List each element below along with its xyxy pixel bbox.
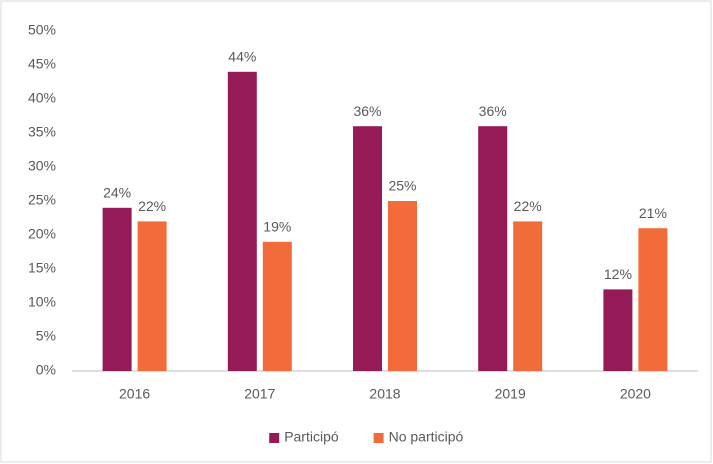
- x-tick-label: 2018: [369, 386, 400, 402]
- y-tick-label: 25%: [28, 192, 56, 208]
- bar: [262, 241, 292, 371]
- data-label: 12%: [604, 266, 632, 282]
- bar: [137, 221, 167, 371]
- data-label: 44%: [228, 49, 256, 65]
- y-tick-label: 35%: [28, 124, 56, 140]
- bar: [638, 228, 668, 371]
- legend-label: Participó: [284, 429, 339, 445]
- legend-label: No participó: [389, 429, 464, 445]
- data-label: 22%: [514, 198, 542, 214]
- bar: [227, 71, 257, 372]
- data-label: 36%: [353, 103, 381, 119]
- bar: [353, 126, 382, 371]
- data-label: 36%: [479, 103, 507, 119]
- y-tick-label: 50%: [28, 22, 56, 38]
- y-tick-label: 30%: [28, 158, 56, 174]
- x-tick-label: 2019: [495, 386, 526, 402]
- x-tick-label: 2016: [119, 386, 150, 402]
- x-tick-label: 2020: [620, 386, 651, 402]
- y-tick-label: 45%: [28, 56, 56, 72]
- y-tick-label: 20%: [28, 226, 56, 242]
- x-tick-label: 2017: [244, 386, 275, 402]
- bar: [102, 207, 132, 371]
- legend-swatch: [373, 433, 384, 443]
- bar: [603, 289, 633, 371]
- data-label: 19%: [263, 219, 291, 235]
- data-label: 24%: [103, 185, 131, 201]
- data-label: 22%: [138, 198, 166, 214]
- data-label: 25%: [388, 178, 416, 194]
- y-tick-label: 10%: [28, 294, 56, 310]
- bar: [513, 221, 543, 371]
- bar: [388, 201, 417, 371]
- y-tick-label: 40%: [28, 90, 56, 106]
- y-tick-label: 0%: [36, 362, 56, 378]
- bar: [478, 126, 508, 371]
- data-label: 21%: [639, 205, 667, 221]
- y-tick-label: 15%: [28, 260, 56, 276]
- y-tick-label: 5%: [36, 328, 56, 344]
- legend-swatch: [269, 433, 280, 443]
